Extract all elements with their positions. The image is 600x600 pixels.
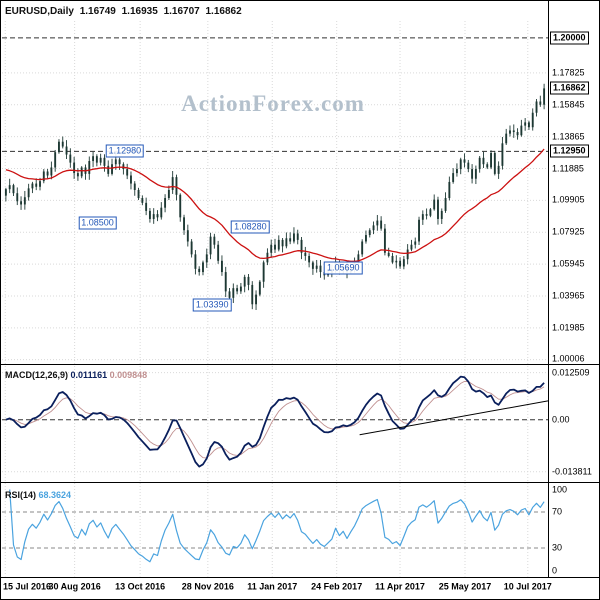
rsi-axis-label: 30: [552, 542, 563, 553]
price-axis-label: 1.07925: [552, 226, 585, 237]
rsi-label: RSI(14) 68.3624: [5, 490, 71, 500]
macd-axis-label: 0.012509: [552, 367, 590, 378]
price-axis-label: 1.09905: [552, 194, 585, 205]
date-label: 13 Oct 2016: [115, 581, 166, 592]
price-axis-label: 1.17825: [552, 67, 585, 78]
date-label: 10 Jul 2017: [503, 581, 552, 592]
date-label: 30 Aug 2016: [48, 581, 101, 592]
price-axis-label: 1.13865: [552, 131, 585, 142]
watermark: ActionForex.com: [181, 91, 365, 116]
date-label: 25 May 2017: [438, 581, 492, 592]
ohlc-header: EURUSD,Daily 1.16749 1.16935 1.16707 1.1…: [5, 6, 245, 17]
macd-axis-label: 0.00: [552, 414, 570, 425]
macd-axis-label: -0.013811: [552, 466, 592, 477]
rsi-axis-label: 70: [552, 506, 563, 517]
rsi-name: RSI(14): [5, 490, 37, 500]
price-annotation: 1.03390: [192, 298, 232, 312]
price-axis-label-boxed: 1.20000: [550, 31, 589, 45]
date-label: 11 Apr 2017: [375, 581, 425, 592]
macd-signal-value: 0.009848: [109, 370, 148, 380]
date-label: 11 Jan 2017: [247, 581, 298, 592]
date-label: 28 Nov 2016: [181, 581, 234, 592]
price-axis-label: 1.05945: [552, 258, 585, 269]
rsi-value: 68.3624: [38, 490, 72, 500]
price-axis-label: 1.11885: [552, 163, 584, 173]
price-axis-label-boxed: 1.16862: [550, 81, 589, 95]
price-axis-label-boxed: 1.12950: [550, 144, 589, 158]
price-axis-label: 1.03965: [552, 290, 585, 301]
rsi-axis-label: 0: [552, 565, 558, 576]
price-annotation: 1.05690: [323, 261, 363, 275]
price-annotation: 1.12980: [105, 144, 145, 158]
macd-value: 0.011161: [70, 370, 108, 380]
close-value: 1.16862: [205, 6, 242, 17]
high-value: 1.16935: [121, 6, 158, 17]
open-value: 1.16749: [79, 6, 116, 17]
price-annotation: 1.08280: [231, 220, 270, 234]
date-label: 15 Jul 2016: [3, 581, 52, 592]
price-axis-label: 1.15845: [552, 99, 585, 110]
macd-label: MACD(12,26,9) 0.011161 0.009848: [5, 370, 147, 380]
date-label: 24 Feb 2017: [311, 581, 363, 592]
price-axis-label: 1.00006: [552, 353, 585, 364]
symbol-period: EURUSD,Daily: [5, 6, 74, 17]
rsi-axis-label: 100: [552, 484, 568, 495]
price-annotation: 1.08500: [78, 216, 117, 230]
low-value: 1.16707: [163, 6, 200, 17]
price-axis-label: 1.01985: [552, 322, 585, 333]
macd-name: MACD(12,26,9): [5, 370, 69, 380]
